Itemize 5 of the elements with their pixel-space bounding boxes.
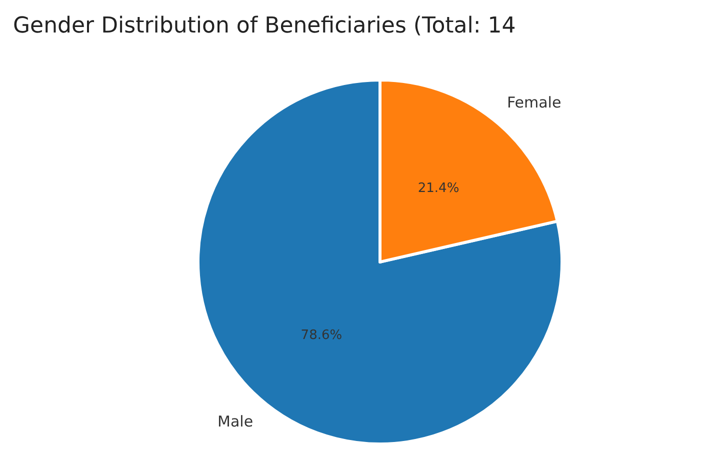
chart-title: Gender Distribution of Beneficiaries (Total: 14: [13, 14, 516, 38]
slice-label: Female: [506, 94, 562, 112]
slice-label: Male: [218, 412, 254, 430]
data-label: 78.6%: [300, 328, 342, 344]
data-label: 21.4%: [418, 180, 460, 196]
